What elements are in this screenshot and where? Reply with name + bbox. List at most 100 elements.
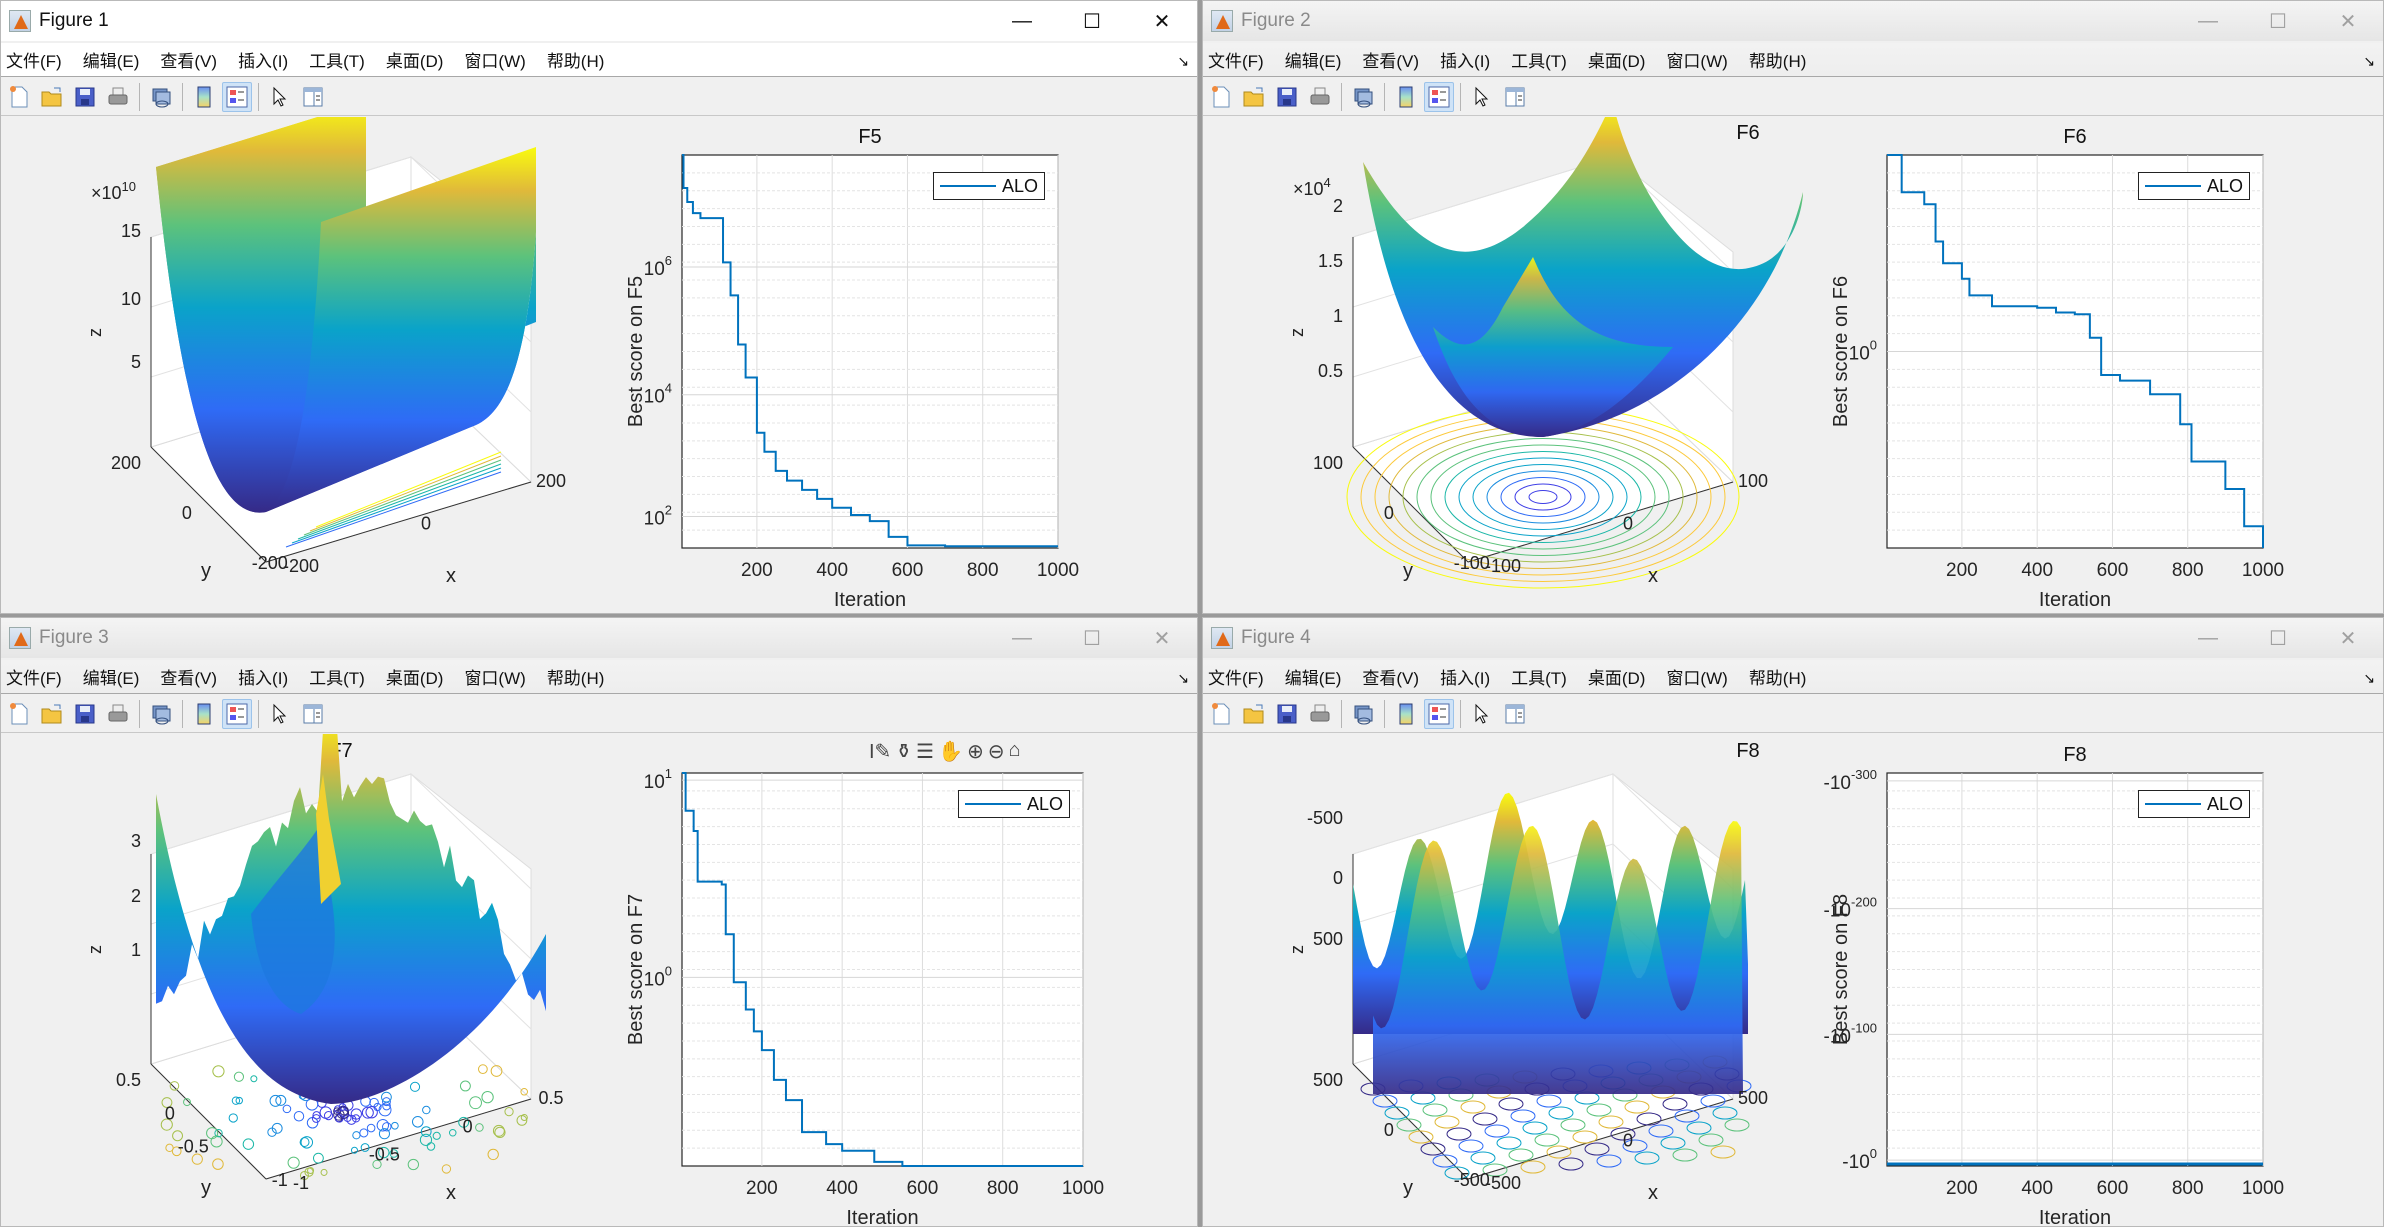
menu-item-6[interactable]: 窗口(W)	[459, 47, 533, 72]
menu-item-3[interactable]: 插入(I)	[1435, 47, 1498, 72]
print-icon[interactable]	[103, 82, 133, 112]
open-file-icon[interactable]	[1239, 82, 1269, 112]
menu-item-5[interactable]: 桌面(D)	[1583, 47, 1654, 72]
open-file-icon[interactable]	[37, 699, 67, 729]
minimize-button[interactable]: —	[987, 1, 1057, 41]
zoom-out-icon[interactable]: ⊖	[988, 739, 1005, 764]
print-icon[interactable]	[1305, 699, 1335, 729]
menu-item-4[interactable]: 工具(T)	[1506, 664, 1575, 689]
dock-arrow-icon[interactable]: ↘	[2363, 670, 2375, 687]
pointer-icon[interactable]	[265, 699, 295, 729]
home-icon[interactable]: ⌂	[1008, 739, 1020, 764]
save-icon[interactable]	[1272, 699, 1302, 729]
maximize-button[interactable]: ☐	[1057, 1, 1127, 41]
legend[interactable]: ALO	[958, 790, 1070, 818]
title-bar[interactable]: Figure 1 — ☐ ✕	[1, 1, 1197, 41]
menu-item-2[interactable]: 查看(V)	[1357, 47, 1427, 72]
title-bar[interactable]: Figure 4 — ☐ ✕	[1203, 618, 2383, 658]
property-inspector-icon[interactable]	[298, 82, 328, 112]
menu-item-5[interactable]: 桌面(D)	[1583, 664, 1654, 689]
new-figure-icon[interactable]	[1206, 82, 1236, 112]
menu-item-3[interactable]: 插入(I)	[233, 664, 296, 689]
legend-icon[interactable]	[1424, 699, 1454, 729]
save-icon[interactable]	[70, 699, 100, 729]
convergence-plot[interactable]: 200 400 600 800 1000 Iteration Best score on F…	[625, 766, 1104, 1227]
colorbar-icon[interactable]	[189, 82, 219, 112]
surface-plot[interactable]: F6 0.5 1 1.5 2×104 z y x 100 0 -100-100 0 100	[1287, 117, 1803, 588]
maximize-button[interactable]: ☐	[1057, 618, 1127, 658]
legend-toggle-icon[interactable]: ☰	[916, 739, 934, 764]
menu-item-3[interactable]: 插入(I)	[233, 47, 296, 72]
property-inspector-icon[interactable]	[298, 699, 328, 729]
menu-item-4[interactable]: 工具(T)	[1506, 47, 1575, 72]
open-file-icon[interactable]	[37, 82, 67, 112]
link-figure-icon[interactable]	[1348, 699, 1378, 729]
menu-item-2[interactable]: 查看(V)	[155, 47, 225, 72]
brush-icon[interactable]: ⚱	[895, 739, 912, 764]
minimize-button[interactable]: —	[2173, 1, 2243, 41]
menu-item-6[interactable]: 窗口(W)	[459, 664, 533, 689]
menu-item-7[interactable]: 帮助(H)	[542, 47, 613, 72]
zoom-in-icon[interactable]: ⊕	[967, 739, 984, 764]
save-icon[interactable]	[1272, 82, 1302, 112]
menu-item-2[interactable]: 查看(V)	[1357, 664, 1427, 689]
open-file-icon[interactable]	[1239, 699, 1269, 729]
menu-item-0[interactable]: 文件(F)	[1, 664, 70, 689]
menu-item-1[interactable]: 编辑(E)	[1280, 664, 1350, 689]
new-figure-icon[interactable]	[4, 699, 34, 729]
close-button[interactable]: ✕	[2313, 1, 2383, 41]
legend[interactable]: ALO	[2138, 790, 2250, 818]
menu-item-1[interactable]: 编辑(E)	[78, 664, 148, 689]
menu-item-0[interactable]: 文件(F)	[1203, 664, 1272, 689]
surface-plot[interactable]: F7123zy x0.50-0.5-1 -1-0.500.5	[85, 734, 564, 1204]
menu-item-6[interactable]: 窗口(W)	[1661, 664, 1735, 689]
colorbar-icon[interactable]	[1391, 699, 1421, 729]
dock-arrow-icon[interactable]: ↘	[1177, 670, 1189, 687]
link-figure-icon[interactable]	[146, 699, 176, 729]
menu-item-6[interactable]: 窗口(W)	[1661, 47, 1735, 72]
property-inspector-icon[interactable]	[1500, 699, 1530, 729]
colorbar-icon[interactable]	[1391, 82, 1421, 112]
new-figure-icon[interactable]	[4, 82, 34, 112]
link-figure-icon[interactable]	[1348, 82, 1378, 112]
surface-plot[interactable]: F8-5000500zy x5000-500-5000500	[1287, 740, 1768, 1204]
legend[interactable]: ALO	[2138, 172, 2250, 200]
menu-item-4[interactable]: 工具(T)	[304, 664, 373, 689]
close-button[interactable]: ✕	[1127, 1, 1197, 41]
print-icon[interactable]	[103, 699, 133, 729]
menu-item-4[interactable]: 工具(T)	[304, 47, 373, 72]
pointer-icon[interactable]	[265, 82, 295, 112]
colorbar-icon[interactable]	[189, 699, 219, 729]
maximize-button[interactable]: ☐	[2243, 1, 2313, 41]
close-button[interactable]: ✕	[2313, 618, 2383, 658]
legend-icon[interactable]	[222, 699, 252, 729]
menu-item-2[interactable]: 查看(V)	[155, 664, 225, 689]
close-button[interactable]: ✕	[1127, 618, 1197, 658]
menu-item-5[interactable]: 桌面(D)	[381, 47, 452, 72]
minimize-button[interactable]: —	[987, 618, 1057, 658]
menu-item-5[interactable]: 桌面(D)	[381, 664, 452, 689]
title-bar[interactable]: Figure 2 — ☐ ✕	[1203, 1, 2383, 41]
menu-item-7[interactable]: 帮助(H)	[1744, 664, 1815, 689]
maximize-button[interactable]: ☐	[2243, 618, 2313, 658]
title-bar[interactable]: Figure 3 — ☐ ✕	[1, 618, 1197, 658]
new-figure-icon[interactable]	[1206, 699, 1236, 729]
surface-plot[interactable]: F551015×1010zyx2000-200-2000200	[85, 117, 566, 587]
menu-item-7[interactable]: 帮助(H)	[1744, 47, 1815, 72]
minimize-button[interactable]: —	[2173, 618, 2243, 658]
menu-item-1[interactable]: 编辑(E)	[78, 47, 148, 72]
menu-item-1[interactable]: 编辑(E)	[1280, 47, 1350, 72]
data-tip-icon[interactable]: I✎	[869, 739, 891, 764]
menu-item-0[interactable]: 文件(F)	[1, 47, 70, 72]
property-inspector-icon[interactable]	[1500, 82, 1530, 112]
dock-arrow-icon[interactable]: ↘	[2363, 53, 2375, 70]
pointer-icon[interactable]	[1467, 82, 1497, 112]
menu-item-3[interactable]: 插入(I)	[1435, 664, 1498, 689]
menu-item-0[interactable]: 文件(F)	[1203, 47, 1272, 72]
legend-icon[interactable]	[1424, 82, 1454, 112]
legend[interactable]: ALO	[933, 172, 1045, 200]
legend-icon[interactable]	[222, 82, 252, 112]
pan-icon[interactable]: ✋	[938, 739, 963, 764]
print-icon[interactable]	[1305, 82, 1335, 112]
menu-item-7[interactable]: 帮助(H)	[542, 664, 613, 689]
